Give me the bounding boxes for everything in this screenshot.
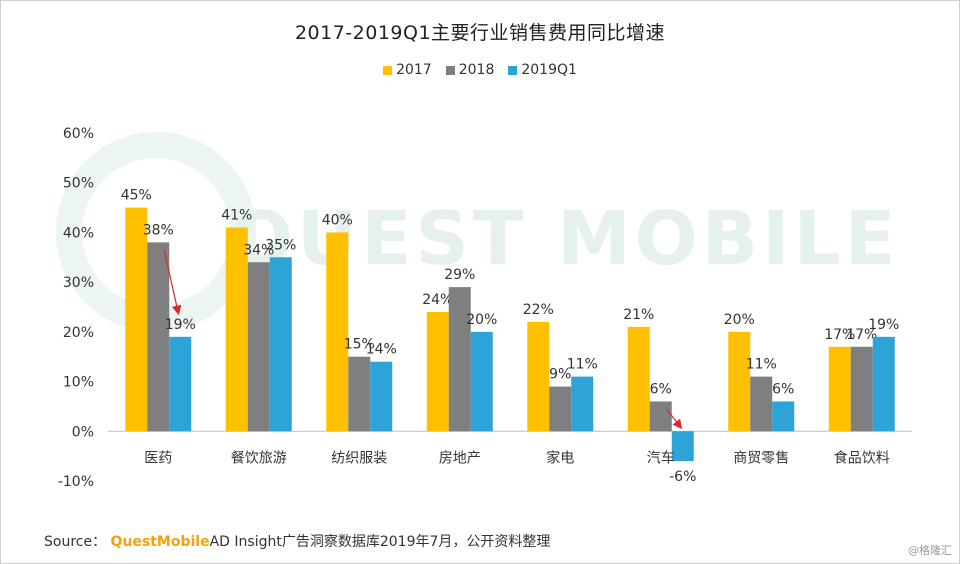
legend-item-2019q1: 2019Q1 (508, 62, 577, 78)
y-tick-label: 60% (63, 126, 94, 142)
bar (426, 311, 449, 432)
source-note: Source： QuestMobileAD Insight广告洞察数据库2019… (44, 531, 550, 551)
data-label: 22% (523, 302, 554, 318)
bar (527, 321, 550, 432)
data-label: 21% (623, 307, 654, 323)
data-label: 11% (567, 357, 598, 373)
bar (448, 287, 471, 432)
data-label: 38% (143, 222, 174, 238)
category-label: 食品饮料 (834, 449, 890, 466)
data-label: 41% (221, 207, 252, 223)
category-label: 房地产 (439, 450, 481, 466)
data-label: 24% (422, 292, 453, 308)
legend-swatch-2018 (445, 65, 455, 75)
data-label: 17% (824, 327, 855, 343)
legend-item-2018: 2018 (445, 62, 495, 78)
bar (370, 361, 393, 432)
bar (169, 336, 192, 432)
y-tick-label: 40% (63, 225, 94, 241)
legend-label-2019q1: 2019Q1 (521, 62, 577, 78)
y-tick-label: -10% (58, 474, 94, 490)
legend-swatch-2017 (383, 65, 393, 75)
bar (470, 331, 493, 432)
data-label: 17% (846, 327, 877, 343)
trend-arrow-icon (666, 409, 683, 430)
data-label: 14% (366, 342, 397, 358)
bar (649, 401, 672, 432)
data-label: 29% (444, 267, 475, 283)
data-label: 9% (549, 367, 571, 383)
y-tick-label: 30% (63, 275, 94, 291)
bar (750, 376, 773, 432)
data-label: 19% (165, 317, 196, 333)
y-tick-label: 10% (63, 375, 94, 391)
source-brand: QuestMobile (110, 534, 210, 550)
corner-watermark: @格隆汇 (908, 544, 952, 557)
category-label: 餐饮旅游 (231, 450, 287, 466)
source-prefix: Source： (44, 534, 107, 550)
bar (247, 262, 270, 432)
bar (326, 232, 349, 432)
bar (772, 401, 795, 432)
data-label: 20% (724, 312, 755, 328)
bar (872, 336, 895, 432)
bar (269, 257, 292, 432)
bar (627, 326, 650, 432)
data-label: 35% (265, 237, 296, 253)
bar (728, 331, 751, 432)
bar (225, 227, 248, 432)
legend-swatch-2019q1 (508, 65, 518, 75)
data-label: 11% (746, 357, 777, 373)
category-label: 家电 (546, 449, 574, 466)
legend: 2017 2018 2019Q1 (0, 62, 960, 78)
bar (125, 207, 148, 432)
data-label: 34% (243, 242, 274, 258)
bar (828, 346, 851, 432)
legend-label-2017: 2017 (396, 62, 432, 78)
bar (671, 431, 694, 462)
data-label: 45% (121, 188, 152, 204)
bar (571, 376, 594, 432)
legend-item-2017: 2017 (383, 62, 432, 78)
y-tick-label: 20% (63, 325, 94, 341)
legend-label-2018: 2018 (458, 62, 495, 78)
source-text: AD Insight广告洞察数据库2019年7月，公开资料整理 (209, 534, 551, 550)
y-tick-label: 50% (63, 176, 94, 192)
data-label: 40% (322, 212, 353, 228)
data-label: 20% (466, 312, 497, 328)
data-label: 19% (868, 317, 899, 333)
data-label: 6% (772, 381, 794, 397)
data-label: 6% (650, 381, 672, 397)
trend-arrow-icon (163, 250, 182, 316)
chart-title: 2017-2019Q1主要行业销售费用同比增速 (294, 22, 666, 44)
bar (850, 346, 873, 432)
category-label: 商贸零售 (733, 450, 789, 466)
bar (549, 386, 572, 432)
bar (147, 242, 170, 432)
category-label: 医药 (144, 450, 172, 466)
data-label: -6% (669, 469, 696, 485)
bar (348, 356, 371, 432)
category-label: 纺织服装 (331, 450, 387, 466)
category-label: 汽车 (647, 449, 675, 466)
y-tick-label: 0% (72, 424, 94, 440)
data-label: 15% (344, 337, 375, 353)
